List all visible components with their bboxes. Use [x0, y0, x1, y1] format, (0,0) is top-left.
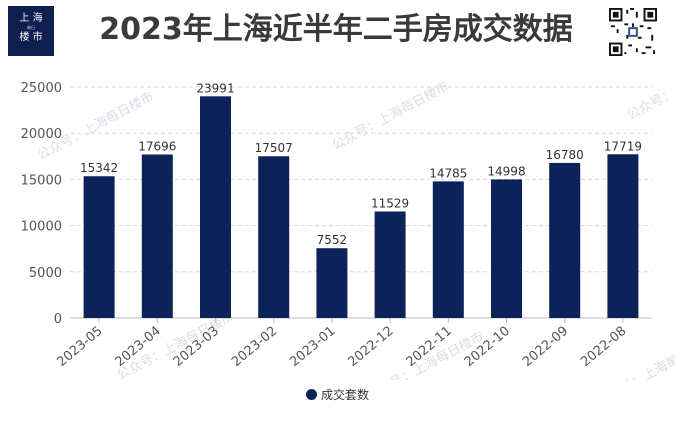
data-label: 16780: [546, 148, 584, 162]
y-tick-label: 20000: [21, 127, 62, 142]
x-tick-label: 2022-08: [578, 324, 629, 370]
x-tick-label: 2022-12: [345, 324, 396, 370]
watermark-text: 公众号：上海每日楼市: [624, 48, 675, 123]
data-label: 11529: [371, 196, 409, 210]
data-label: 15342: [80, 161, 118, 175]
bar[interactable]: [83, 176, 115, 318]
legend-marker: [305, 389, 317, 400]
bar[interactable]: [374, 211, 406, 318]
brand-logo: 上 海 每日 楼 市: [8, 6, 54, 56]
data-label: 17696: [138, 139, 176, 153]
chart-title: 2023年上海近半年二手房成交数据: [99, 12, 573, 47]
bar[interactable]: [432, 181, 464, 318]
data-label: 14785: [429, 166, 467, 180]
qr-code-icon: [609, 8, 657, 56]
y-tick-label: 25000: [21, 81, 62, 96]
data-label: 14998: [487, 164, 525, 178]
x-tick-label: 2023-02: [229, 324, 280, 370]
bar[interactable]: [607, 154, 639, 318]
x-tick-label: 2023-01: [287, 324, 338, 370]
logo-text-small: 每日: [27, 25, 35, 30]
bar[interactable]: [549, 162, 581, 318]
data-label: 17719: [604, 139, 642, 153]
bar[interactable]: [316, 248, 348, 318]
watermark-text: 公众号：上海每日楼市: [329, 78, 451, 153]
data-label: 17507: [255, 141, 293, 155]
y-tick-label: 5000: [29, 266, 62, 281]
y-tick-label: 10000: [21, 220, 62, 235]
y-tick-label: 0: [54, 312, 62, 327]
bar[interactable]: [200, 96, 231, 319]
data-label: 23991: [196, 81, 234, 95]
x-tick-label: 2022-09: [520, 324, 571, 370]
x-tick-label: 2023-05: [54, 324, 105, 370]
data-label: 7552: [317, 233, 348, 247]
y-tick-label: 15000: [21, 173, 62, 188]
logo-text-bottom: 楼 市: [19, 32, 43, 43]
bar[interactable]: [258, 156, 290, 318]
logo-text-top: 上 海: [19, 13, 43, 24]
bar[interactable]: [141, 154, 173, 318]
bar[interactable]: [491, 179, 522, 318]
chart-legend: 成交套数: [0, 386, 675, 403]
legend-label[interactable]: 成交套数: [320, 388, 369, 402]
